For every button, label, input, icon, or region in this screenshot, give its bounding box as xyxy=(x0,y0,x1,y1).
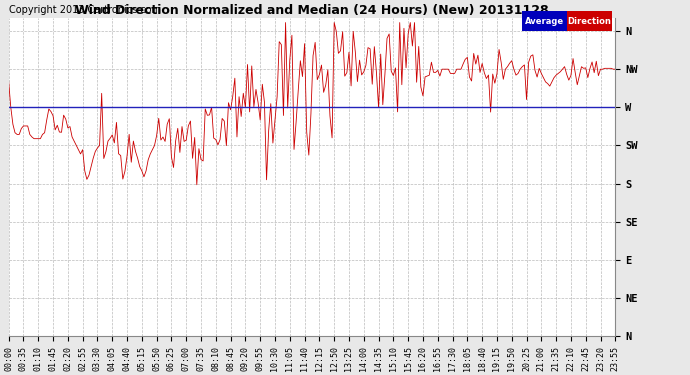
Bar xyxy=(522,11,567,32)
Text: Copyright 2013 Cartronics.com: Copyright 2013 Cartronics.com xyxy=(9,5,161,15)
Text: Direction: Direction xyxy=(567,16,611,26)
Text: Average: Average xyxy=(525,16,564,26)
Bar xyxy=(567,11,612,32)
Title: Wind Direction Normalized and Median (24 Hours) (New) 20131128: Wind Direction Normalized and Median (24… xyxy=(75,4,549,17)
